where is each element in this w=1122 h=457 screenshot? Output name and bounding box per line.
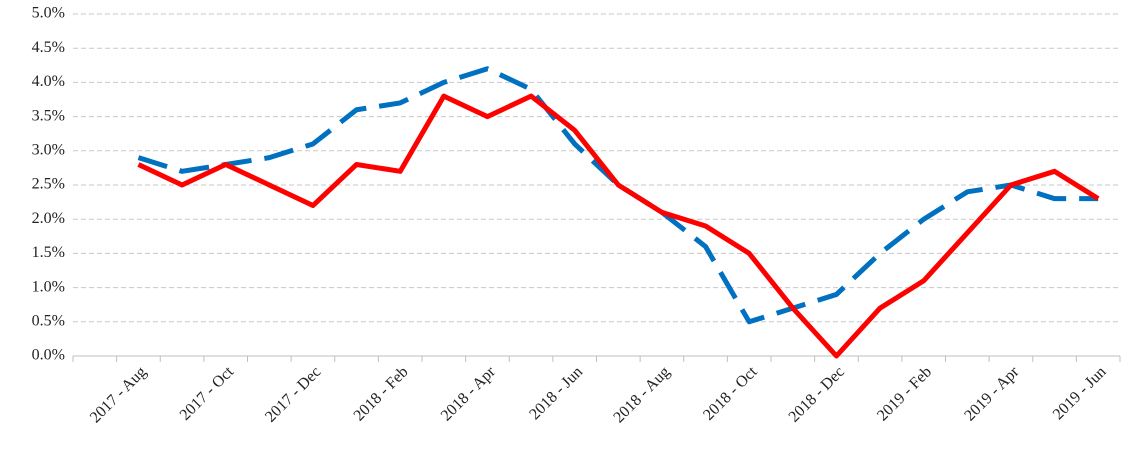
series-line [137, 93, 1100, 359]
x-tick-label: 2017 - Dec [262, 363, 324, 425]
x-tick-label: 2018 - Feb [351, 363, 412, 424]
y-tick-label: 1.5% [32, 244, 65, 261]
x-tick-label: 2018 - Jun [526, 363, 586, 423]
x-tick-label: 2019 - Apr [961, 363, 1023, 425]
y-tick-label: 0.0% [32, 347, 65, 364]
y-tick-label: 2.0% [32, 210, 65, 227]
x-tick-label: 2019 - Jun [1050, 363, 1110, 423]
y-tick-label: 5.0% [32, 5, 65, 22]
x-tick-label: 2019 - Feb [874, 363, 935, 424]
x-tick-label: 2018 - Oct [700, 363, 761, 424]
y-tick-label: 4.0% [32, 73, 65, 90]
x-tick-label: 2017 - Oct [177, 363, 238, 424]
y-tick-label: 4.5% [32, 39, 65, 56]
y-tick-label: 3.0% [32, 141, 65, 158]
series-line [137, 66, 1099, 325]
x-tick-label: 2018 - Dec [786, 363, 848, 425]
x-tick-label: 2018 - Apr [438, 363, 500, 425]
x-tick-label: 2017 - Aug [87, 363, 150, 426]
y-tick-label: 0.5% [32, 312, 65, 329]
x-tick-label: 2018 - Aug [610, 363, 673, 426]
y-tick-label: 1.0% [32, 278, 65, 295]
y-tick-label: 3.5% [32, 107, 65, 124]
y-tick-label: 2.5% [32, 176, 65, 193]
